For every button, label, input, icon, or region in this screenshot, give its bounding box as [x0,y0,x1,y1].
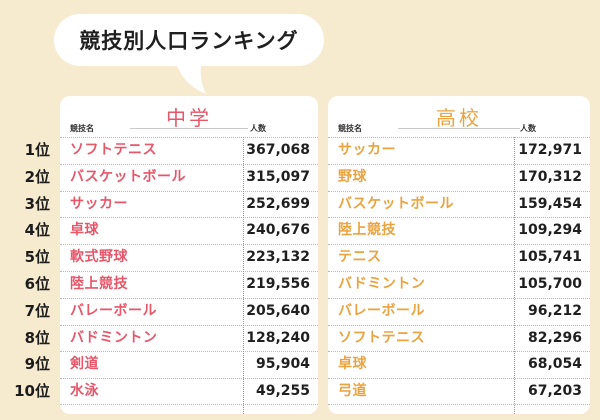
participant-count: 109,294 [518,222,582,239]
rank-label: 4位 [24,221,50,240]
participant-count: 205,640 [246,302,310,319]
rank-column: 1位 2位 3位 4位 5位 6位 7位 8位 9位 10位 [0,137,58,405]
table-row: バスケットボール 159,454 [328,190,590,218]
rank-label: 7位 [24,301,50,320]
participant-count: 67,203 [527,383,582,400]
bubble-tail-icon [174,60,206,94]
participant-count: 367,068 [246,142,310,158]
participant-count: 159,454 [518,195,582,212]
participant-count: 252,699 [246,195,310,212]
col-count-label: 人数 [250,124,266,133]
col-count-label: 人数 [520,124,536,133]
col-sport-label: 競技名 [338,124,362,133]
sport-name: テニス [338,249,382,266]
participant-count: 128,240 [246,329,310,346]
sport-name: バレーボール [338,302,425,319]
rank-label: 1位 [24,141,50,159]
rank-label: 8位 [24,328,50,347]
sport-name: バドミントン [338,275,426,292]
participant-count: 82,296 [527,329,582,346]
table-row: 陸上競技 219,556 [60,270,318,298]
table-row: 軟式野球 223,132 [60,244,318,271]
table-row: 野球 170,312 [328,163,590,191]
table-row: ソフトテニス 367,068 [60,137,318,164]
sport-name: バドミントン [70,329,158,346]
heading-rule [130,128,248,129]
table-row: 陸上競技 109,294 [328,217,590,244]
table-row: バスケットボール 315,097 [60,163,318,191]
participant-count: 96,212 [527,302,582,319]
column-divider [243,137,244,414]
table-row: テニス 105,741 [328,244,590,271]
participant-count: 219,556 [246,275,310,292]
participant-count: 170,312 [518,168,582,185]
rank-label: 10位 [14,382,50,401]
rank-label: 5位 [24,248,50,267]
middle-school-panel: 中学 競技名 人数 ソフトテニス 367,068 バスケットボール 315,097 サッ… [60,96,318,414]
participant-count: 49,255 [255,383,310,400]
sport-name: バレーボール [70,302,157,319]
participant-count: 95,904 [255,356,310,373]
table-row: 卓球 68,054 [328,351,590,378]
table-row: サッカー 252,699 [60,190,318,218]
middle-school-rows: ソフトテニス 367,068 バスケットボール 315,097 サッカー 252,699 卓… [60,137,318,405]
sport-name: 軟式野球 [70,249,128,266]
rank-label: 6位 [24,274,50,293]
table-row: バドミントン 128,240 [60,324,318,352]
table-row: バレーボール 205,640 [60,297,318,325]
table-row: 剣道 95,904 [60,351,318,378]
col-sport-label: 競技名 [70,124,94,133]
high-school-panel: 高校 競技名 人数 サッカー 172,971 野球 170,312 バスケットボール 15… [328,96,590,414]
sport-name: 剣道 [70,356,99,373]
table-row: 弓道 67,203 [328,378,590,405]
sport-name: 陸上競技 [70,275,128,292]
table-row: バドミントン 105,700 [328,270,590,298]
participant-count: 68,054 [527,356,582,373]
title-bubble: 競技別人口ランキング [54,14,324,66]
sport-name: 弓道 [338,383,367,400]
sport-name: ソフトテニス [70,142,157,158]
table-row: 卓球 240,676 [60,217,318,244]
heading-rule [398,128,520,129]
participant-count: 105,741 [518,249,582,266]
participant-count: 105,700 [518,275,582,292]
high-school-rows: サッカー 172,971 野球 170,312 バスケットボール 159,454 陸上競技 1… [328,137,590,405]
participant-count: 223,132 [246,249,310,266]
page-title: 競技別人口ランキング [79,29,299,53]
middle-school-heading: 中学 [166,106,212,130]
table-row: サッカー 172,971 [328,137,590,164]
sport-name: 卓球 [70,222,99,239]
rank-label: 9位 [24,355,50,374]
column-divider [514,137,515,414]
sport-name: 野球 [338,168,367,185]
participant-count: 240,676 [246,222,310,239]
sport-name: 陸上競技 [338,222,396,239]
rank-label: 2位 [24,167,50,186]
table-row: ソフトテニス 82,296 [328,324,590,352]
table-row: バレーボール 96,212 [328,297,590,325]
sport-name: 水泳 [70,383,99,400]
sport-name: バスケットボール [338,195,454,212]
sport-name: サッカー [70,195,128,212]
participant-count: 315,097 [246,168,310,185]
participant-count: 172,971 [518,142,582,158]
sport-name: ソフトテニス [338,329,425,346]
table-row: 水泳 49,255 [60,378,318,405]
sport-name: 卓球 [338,356,367,373]
sport-name: バスケットボール [70,168,186,185]
rank-label: 3位 [24,194,50,213]
high-school-heading: 高校 [436,106,482,130]
sport-name: サッカー [338,142,396,158]
